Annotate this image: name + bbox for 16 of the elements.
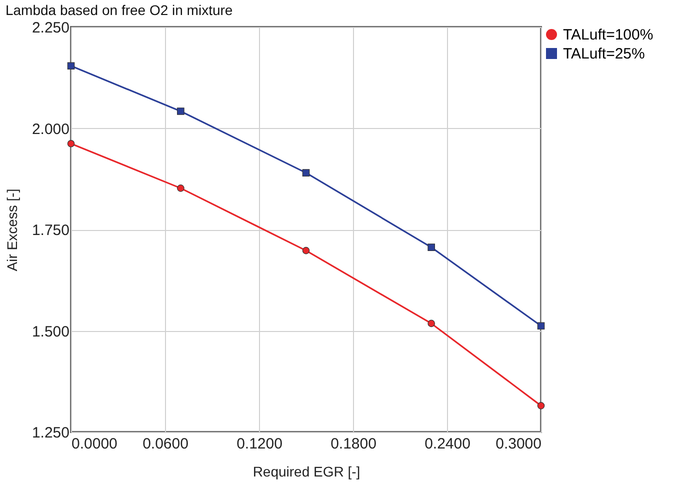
x-tick-label: 0.0600	[142, 436, 188, 452]
legend-label: TALuft=100%	[563, 26, 654, 44]
x-axis-title: Required EGR [-]	[252, 464, 360, 480]
x-tick-label: 0.1200	[236, 436, 282, 452]
chart-title: Lambda based on free O2 in mixture	[5, 2, 233, 18]
y-tick-label: 2.000	[32, 120, 70, 138]
x-tick-label: 0.0000	[72, 436, 118, 452]
x-tick-label: 0.3000	[496, 436, 542, 452]
legend-label: TALuft=25%	[563, 46, 645, 62]
x-tick-label: 0.1800	[330, 436, 376, 452]
y-tick-label: 1.750	[32, 222, 70, 239]
x-tick-label: 0.2400	[424, 436, 470, 452]
y-tick-label: 2.250	[32, 20, 70, 36]
y-tick-label: 1.250	[32, 424, 70, 442]
y-axis-title: Air Excess [-]	[4, 188, 20, 272]
y-tick-label: 1.500	[32, 323, 70, 340]
